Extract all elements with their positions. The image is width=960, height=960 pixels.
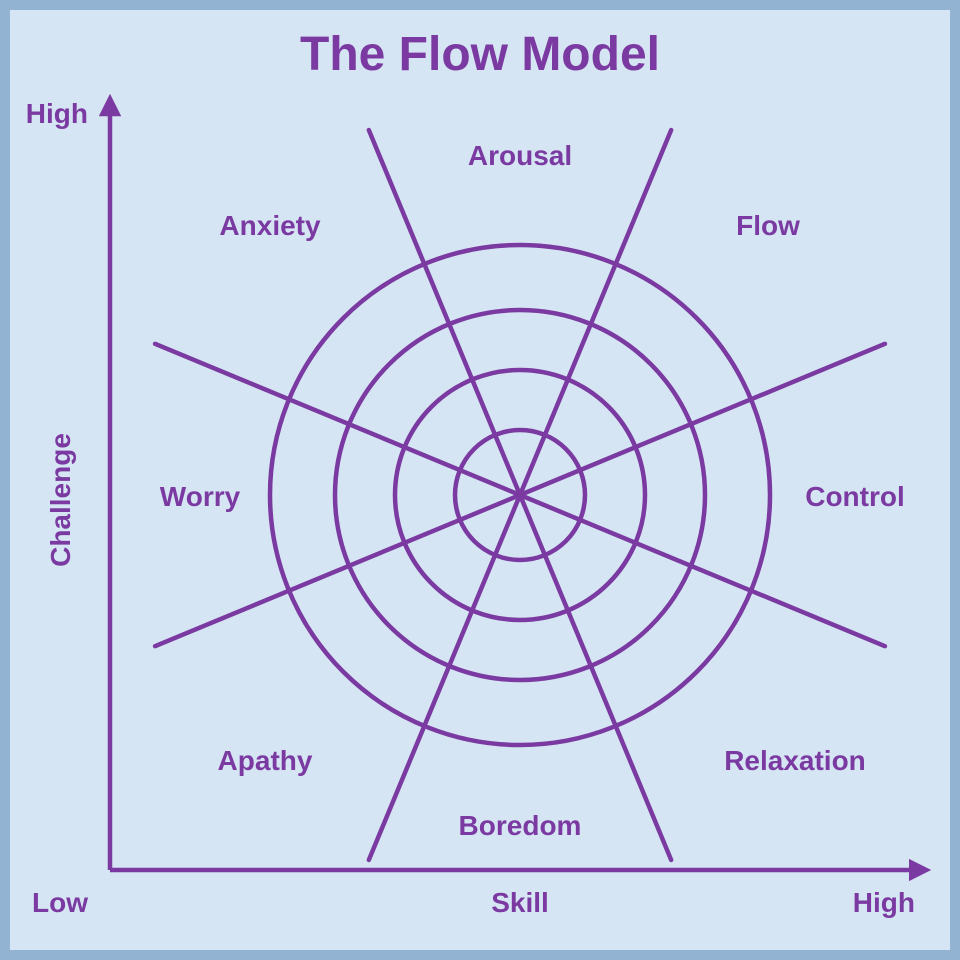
x-axis-high-label: High	[853, 887, 915, 918]
y-axis-high-label: High	[26, 98, 88, 129]
y-axis-label: Challenge	[45, 433, 76, 567]
sector-label-control: Control	[805, 481, 905, 512]
sector-label-relaxation: Relaxation	[724, 745, 866, 776]
sector-label-flow: Flow	[736, 210, 800, 241]
sector-label-boredom: Boredom	[459, 810, 582, 841]
sector-label-worry: Worry	[160, 481, 241, 512]
flow-model-diagram: The Flow Model Arousal Flow Control Relaxati…	[0, 0, 960, 960]
sector-label-arousal: Arousal	[468, 140, 572, 171]
sector-label-apathy: Apathy	[218, 745, 313, 776]
x-axis-label: Skill	[491, 887, 549, 918]
origin-low-label: Low	[32, 887, 88, 918]
diagram-title: The Flow Model	[300, 28, 660, 81]
sector-label-anxiety: Anxiety	[219, 210, 321, 241]
